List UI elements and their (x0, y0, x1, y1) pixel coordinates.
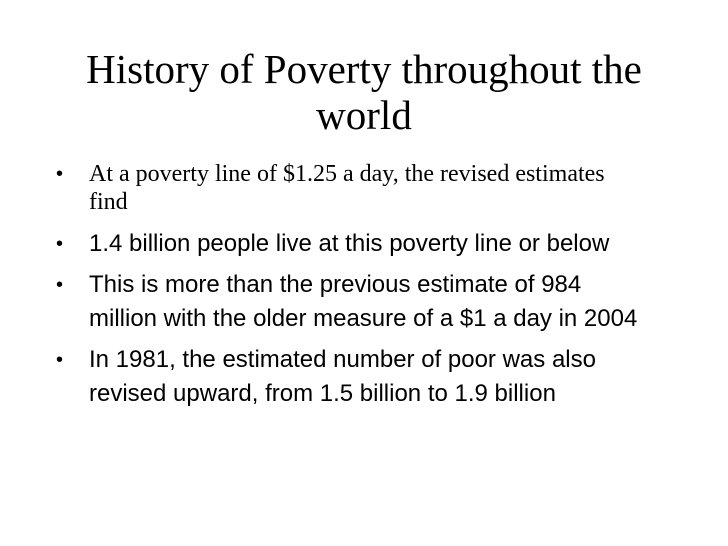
bullet-item: • At a poverty line of $1.25 a day, the … (0, 160, 649, 216)
bullet-marker: • (56, 349, 64, 371)
bullet-marker: • (56, 274, 64, 296)
bullet-list: • At a poverty line of $1.25 a day, the … (0, 160, 728, 418)
bullet-item: • In 1981, the estimated number of poor … (0, 343, 649, 411)
bullet-text: In 1981, the estimated number of poor wa… (89, 346, 596, 407)
bullet-marker: • (56, 233, 64, 255)
bullet-item: • This is more than the previous estimat… (0, 268, 649, 336)
slide-title: History of Poverty throughout the world (86, 46, 642, 138)
bullet-item: • 1.4 billion people live at this povert… (0, 227, 649, 261)
bullet-text: At a poverty line of $1.25 a day, the re… (89, 161, 605, 215)
bullet-marker: • (56, 163, 64, 185)
bullet-text: This is more than the previous estimate … (89, 271, 638, 332)
bullet-text: 1.4 billion people live at this poverty … (89, 230, 610, 257)
